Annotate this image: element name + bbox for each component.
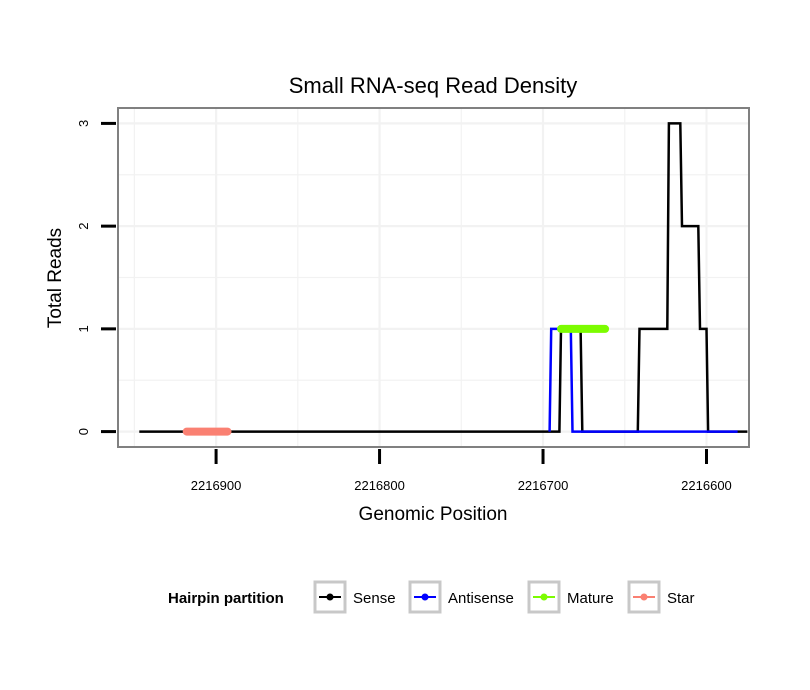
y-tick-label: 1: [76, 325, 91, 332]
legend-entry-antisense: Antisense: [408, 580, 514, 614]
legend-key-dot: [640, 593, 648, 601]
x-axis-title: Genomic Position: [359, 504, 508, 525]
y-tick-label: 2: [76, 222, 91, 229]
legend-label: Sense: [353, 590, 396, 607]
chart-title: Small RNA-seq Read Density: [289, 73, 578, 98]
legend-title: Hairpin partition: [168, 590, 284, 607]
legend-label: Mature: [567, 590, 614, 607]
x-tick-label: 2216600: [681, 478, 732, 493]
legend-key-dot: [540, 593, 548, 601]
legend-key-dot: [326, 593, 334, 601]
legend-key-box: [408, 580, 442, 614]
y-tick-label: 0: [76, 428, 91, 435]
legend-entry-mature: Mature: [527, 580, 614, 614]
legend-label: Antisense: [448, 590, 514, 607]
legend-entry-star: Star: [627, 580, 695, 614]
x-tick-label: 2216700: [518, 478, 569, 493]
grid: [118, 108, 749, 447]
legend-key-dot: [421, 593, 429, 601]
x-tick-label: 2216800: [354, 478, 405, 493]
y-tick-label: 3: [76, 120, 91, 127]
legend-label: Star: [667, 590, 695, 607]
axes: 2216900 2216800 2216700 2216600 0 1 2 3: [76, 120, 732, 493]
y-axis-title: Total Reads: [45, 228, 66, 328]
plot-panel: [117, 107, 750, 448]
legend-entry-sense: Sense: [313, 580, 396, 614]
series-layer: [139, 122, 748, 436]
legend: Hairpin partition Sense Antisense Mature St…: [168, 580, 695, 614]
x-tick-label: 2216900: [191, 478, 242, 493]
